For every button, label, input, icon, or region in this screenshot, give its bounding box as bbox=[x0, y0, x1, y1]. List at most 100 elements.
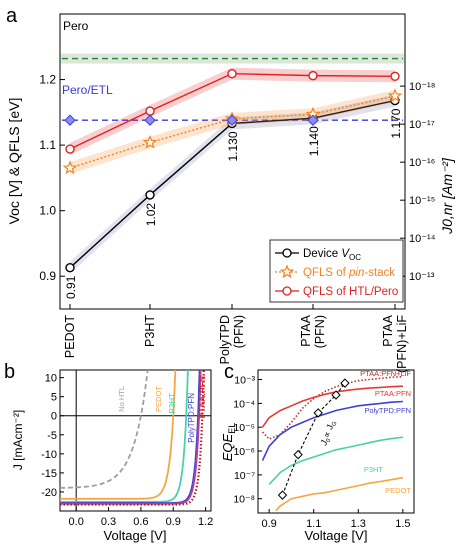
c-y-tick-label: 10⁻³ bbox=[234, 375, 255, 387]
panel-c-curve-labels: PTAA:PFN+LiF PTAA:PFN PolyTPD:PFN P3HT PEDOT bbox=[360, 369, 411, 495]
y2-tick-label: 10⁻¹⁵ bbox=[409, 195, 435, 207]
eqe-sub: EL bbox=[227, 423, 237, 434]
jv-curve-label-3: PolyTPD:PFN bbox=[187, 393, 196, 443]
series-2-point-1 bbox=[145, 106, 155, 116]
eqe-curve-label-3: P3HT bbox=[364, 465, 384, 474]
eqe-curve-label-1: PTAA:PFN bbox=[375, 389, 411, 398]
ref-pero-etl-marker-2 bbox=[226, 114, 238, 126]
panel-c-y-ticks: 10⁻³ 10⁻⁴ 10⁻⁵ 10⁻⁶ 10⁻⁷ 10⁻⁸ bbox=[233, 375, 262, 506]
y-tick-label: 1.1 bbox=[39, 138, 56, 152]
b-x-tick-label: 0.9 bbox=[166, 516, 181, 528]
jv-curve-4 bbox=[60, 370, 202, 505]
ref-label-pero: Pero bbox=[63, 19, 89, 33]
y-axis-ticks: 0.9 1.0 1.1 1.2 bbox=[39, 73, 65, 283]
legend-label-htl: QFLS of HTL/Pero bbox=[303, 286, 398, 298]
b-y-tick-label: -20 bbox=[41, 487, 57, 499]
b-y-tick-label: -5 bbox=[47, 430, 57, 442]
b-y-tick-label: -15 bbox=[41, 468, 57, 480]
series-1-point-4 bbox=[387, 88, 403, 103]
panel-c-x-axis-label: Voltage [V] bbox=[305, 528, 368, 543]
voc-marker-4 bbox=[340, 378, 350, 388]
x-tick-label-text: PEDOT bbox=[63, 315, 77, 358]
series-2-point-2 bbox=[227, 68, 237, 79]
jv-curve-3 bbox=[60, 370, 201, 504]
series-band-0 bbox=[70, 94, 395, 274]
legend: Device VOC QFLS of pin-stack QFLS of HTL… bbox=[269, 239, 404, 303]
jv-curve-label-2: P3HT bbox=[168, 393, 177, 414]
y2-tick-label: 10⁻¹⁷ bbox=[409, 119, 435, 131]
y2-axis-ticks: 10⁻¹³ 10⁻¹⁴ 10⁻¹⁵ 10⁻¹⁶ 10⁻¹⁷ 10⁻¹⁸ bbox=[400, 81, 436, 283]
ref-pero-etl-marker-1 bbox=[144, 114, 156, 126]
x-tick-label-1: P3HT bbox=[143, 315, 157, 347]
annot-j: J bbox=[318, 439, 329, 448]
legend-marker-voc bbox=[282, 248, 292, 258]
panel-c: c 10⁻³10⁻⁴10⁻⁵10⁻⁶10⁻⁷10⁻⁸ 0.9 1.1 1.3 1.5 … bbox=[220, 361, 415, 543]
c-y-tick-label: 10⁻⁴ bbox=[233, 398, 255, 410]
jv-curve-5 bbox=[60, 370, 205, 506]
jv-curve-1 bbox=[60, 370, 177, 500]
jv-curves bbox=[60, 370, 205, 506]
y2-tick-label: 10⁻¹³ bbox=[409, 271, 435, 283]
x-tick-label-text: PolyTPD(PFN) bbox=[218, 315, 246, 364]
ref-pero-etl-marker-3 bbox=[307, 114, 319, 126]
y2-axis-label-text: J0,nr [Am⁻²] bbox=[439, 157, 455, 235]
legend-voc-oc: OC bbox=[349, 253, 361, 262]
y-tick-label: 0.9 bbox=[39, 269, 56, 283]
b-x-tick-label: 1.2 bbox=[198, 516, 213, 528]
x-tick-label-3: PTAA(PFN) bbox=[299, 314, 327, 348]
voc-marker-1 bbox=[293, 449, 303, 460]
c-x-tick-label: 1.1 bbox=[306, 518, 321, 530]
x-axis-ticks: PEDOT P3HT PolyTPD(PFN) PTAA(PFN) PTAA(PFN)+… bbox=[63, 304, 409, 373]
jv-curve-label-0: No HTL bbox=[117, 386, 126, 412]
panel-c-annotation: J0∝ JG bbox=[318, 419, 339, 449]
x-tick-label-0: PEDOT bbox=[63, 315, 77, 358]
series-2-point-3 bbox=[308, 70, 318, 81]
legend-pin-italic: pin bbox=[348, 267, 364, 279]
jv-curve-label-4: PTAA:PFN bbox=[197, 376, 207, 418]
series-2-point-0 bbox=[65, 144, 75, 154]
ref-pero-etl-marker-0 bbox=[64, 114, 76, 126]
x-tick-label-text: PTAA(PFN) bbox=[299, 314, 327, 348]
eqe-curve-1 bbox=[261, 385, 403, 428]
y2-tick-label: 10⁻¹⁴ bbox=[409, 233, 436, 245]
eqe-curve-3 bbox=[268, 436, 403, 485]
y2-axis-label: J0,nr [Am⁻²] bbox=[439, 157, 455, 235]
point-label-4: 1.170 bbox=[389, 108, 403, 138]
y-axis-label: Voc [V] & QFLS [eV] bbox=[6, 98, 22, 225]
eqe-curve-4 bbox=[275, 476, 404, 512]
b-y-tick-label: 10 bbox=[45, 373, 57, 385]
point-label-1: 1.02 bbox=[144, 203, 158, 227]
b-x-tick-label: 0.0 bbox=[69, 516, 84, 528]
legend-pin-text2: -stack bbox=[364, 267, 395, 279]
panel-c-frame bbox=[257, 369, 415, 514]
panel-b-curve-labels: No HTL PEDOT P3HT PolyTPD:PFN PTAA:PFN bbox=[117, 376, 207, 443]
panel-b-label: b bbox=[4, 361, 15, 383]
b-y-tick-label: 0 bbox=[51, 411, 57, 423]
series-0-point-1 bbox=[145, 190, 155, 200]
legend-marker-pin bbox=[279, 264, 295, 279]
legend-marker-htl bbox=[282, 286, 292, 296]
y2-tick-label: 10⁻¹⁶ bbox=[409, 157, 435, 169]
legend-label-voc: Device VOC bbox=[303, 248, 361, 262]
point-label-2: 1.130 bbox=[226, 131, 240, 161]
voc-marker-2 bbox=[313, 408, 323, 418]
c-y-tick-label: 10⁻⁷ bbox=[234, 470, 255, 482]
point-labels: 0.91 1.02 1.130 1.140 1.170 bbox=[64, 108, 403, 299]
series-2-point-4 bbox=[390, 71, 400, 81]
panel-c-label: c bbox=[224, 361, 234, 383]
x-tick-label-2: PolyTPD(PFN) bbox=[218, 315, 246, 364]
panel-a-label: a bbox=[6, 5, 18, 27]
b-y-tick-label: -10 bbox=[41, 449, 57, 461]
c-x-tick-label: 0.9 bbox=[261, 518, 276, 530]
eqe-curve-label-0: PTAA:PFN+LiF bbox=[360, 369, 411, 378]
jv-curve-2 bbox=[60, 370, 189, 503]
annot-subg: G bbox=[331, 421, 338, 428]
c-x-tick-label: 1.3 bbox=[351, 518, 366, 530]
series-group bbox=[62, 67, 403, 274]
c-x-tick-label: 1.5 bbox=[395, 518, 410, 530]
series-0-point-0 bbox=[65, 263, 75, 273]
b-x-tick-label: 0.6 bbox=[133, 516, 148, 528]
point-label-3: 1.140 bbox=[307, 126, 321, 156]
series-1-point-1 bbox=[142, 134, 158, 149]
